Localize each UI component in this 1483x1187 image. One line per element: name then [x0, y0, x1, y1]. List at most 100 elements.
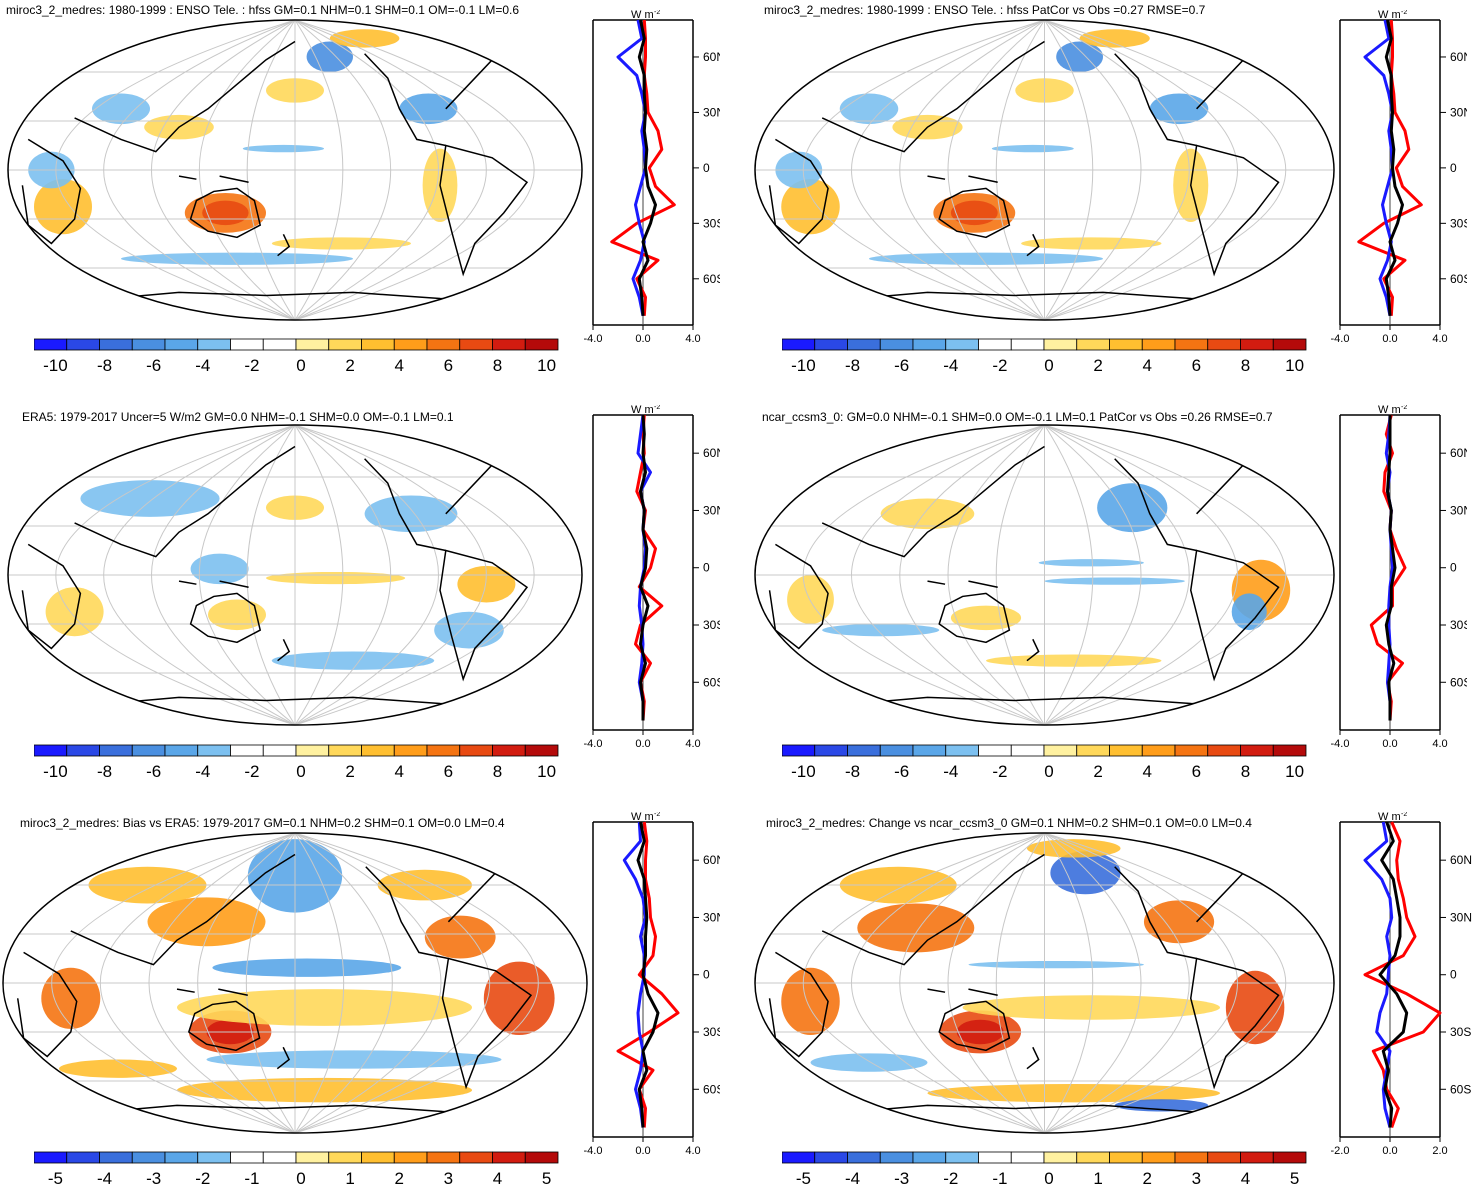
colorbar-swatch: [492, 1151, 526, 1164]
colorbar-tick-label: 2: [1093, 356, 1102, 375]
longitude-gridline: [294, 425, 439, 725]
colorbar-swatch: [814, 744, 848, 757]
map-border: [754, 19, 1335, 321]
anomaly-region: [1021, 237, 1162, 250]
colorbar-swatch: [1141, 744, 1176, 757]
colorbar-swatch: [978, 744, 1012, 757]
colorbar-swatch: [99, 338, 133, 351]
colorbar: -10 -8 -6 -4 -2 0 2 4 6 8 10: [34, 744, 559, 781]
coastline: [219, 175, 249, 183]
zonal-unit-exponent: -2: [654, 405, 660, 411]
anomaly-region: [212, 958, 402, 977]
colorbar-tick-label: -3: [894, 1169, 909, 1187]
anomaly-region: [45, 587, 104, 637]
zonal-lat-label: 30N: [703, 105, 720, 119]
longitude-gridline: [294, 20, 391, 320]
anomaly-region: [880, 498, 975, 530]
zonal-black-line: [636, 821, 660, 1128]
coastline: [74, 40, 296, 153]
coastline: [968, 175, 998, 183]
zonal-unit-exponent: -2: [1401, 405, 1407, 411]
colorbar-tick-label: -1: [244, 1169, 259, 1187]
colorbar-swatch: [262, 1151, 297, 1164]
colorbar-swatch: [426, 1151, 461, 1164]
colorbar-tick-label: 4: [1143, 762, 1152, 781]
colorbar-swatch: [978, 1151, 1012, 1164]
colorbar-swatch: [782, 338, 816, 351]
longitude-gridline: [1044, 20, 1094, 320]
zonal-x-label: 4.0: [685, 1145, 700, 1157]
coastline: [364, 53, 446, 147]
colorbar-swatch: [1272, 338, 1307, 351]
colorbar-tick-label: 6: [444, 356, 453, 375]
colorbar-tick-label: 8: [1241, 762, 1250, 781]
colorbar-tick-label: 4: [493, 1169, 502, 1187]
colorbar-swatch: [393, 1151, 428, 1164]
zonal-black-line: [1378, 821, 1409, 1128]
colorbar-swatch: [879, 338, 914, 351]
zonal-unit-label: W m: [1378, 812, 1401, 823]
anomaly-region: [92, 93, 150, 125]
colorbar-swatch: [1174, 338, 1209, 351]
longitude-gridline: [995, 20, 1045, 320]
longitude-gridline: [294, 425, 487, 725]
colorbar-swatch: [1076, 744, 1110, 757]
colorbar-tick-label: 3: [1192, 1169, 1201, 1187]
longitude-gridline: [1044, 20, 1287, 320]
map-border: [7, 19, 583, 321]
colorbar-swatch: [814, 338, 848, 351]
coastline: [189, 592, 262, 644]
zonal-mean-plot: W m-2 60N 30N 0 30S 60S -4.0 0.0 4.0: [1331, 405, 1467, 750]
colorbar-swatch: [1010, 338, 1045, 351]
longitude-gridline: [294, 425, 391, 725]
coastline: [1114, 458, 1197, 552]
longitude-gridline: [294, 833, 442, 1133]
longitude-gridline: [103, 20, 296, 320]
longitude-gridline: [199, 425, 296, 725]
colorbar-tick-label: 2: [1093, 762, 1102, 781]
longitude-gridline: [294, 425, 344, 725]
zonal-unit-exponent: -2: [654, 10, 660, 16]
longitude-gridline: [148, 833, 296, 1133]
colorbar-tick-label: -4: [195, 356, 210, 375]
anomaly-region: [242, 144, 324, 153]
colorbar-tick-label: 10: [1285, 762, 1304, 781]
colorbar-swatch: [1076, 338, 1110, 351]
colorbar-swatch: [164, 744, 199, 757]
colorbar-swatch: [262, 338, 297, 351]
colorbar-swatch: [295, 744, 330, 757]
colorbar-swatch: [426, 338, 461, 351]
zonal-mean-plot: W m-2 60N 30N 0 30S 60S -4.0 0.0 4.0: [584, 405, 720, 750]
colorbar-swatch: [524, 1151, 559, 1164]
zonal-lat-label: 30N: [1450, 105, 1467, 119]
anomaly-region: [950, 200, 998, 226]
map-field: [8, 20, 582, 320]
zonal-x-label: -4.0: [584, 333, 603, 345]
zonal-red-line: [1363, 821, 1442, 1128]
colorbar-tick-label: -10: [43, 762, 68, 781]
colorbar-tick-label: -5: [48, 1169, 63, 1187]
map-field: [3, 833, 587, 1133]
anomaly-region: [206, 1050, 502, 1069]
colorbar-tick-label: -4: [943, 762, 958, 781]
colorbar-tick-label: -10: [791, 762, 816, 781]
colorbar-tick-label: -10: [43, 356, 68, 375]
colorbar-swatch: [34, 744, 68, 757]
longitude-gridline: [899, 425, 1045, 725]
zonal-unit-exponent: -2: [654, 812, 660, 818]
zonal-red-line: [1357, 19, 1423, 316]
zonal-lat-label: 60S: [703, 675, 720, 689]
coastline: [927, 988, 946, 993]
anomaly-region: [1231, 593, 1267, 631]
zonal-red-line: [610, 19, 676, 316]
zonal-x-label: 4.0: [1432, 333, 1447, 345]
colorbar: -10 -8 -6 -4 -2 0 2 4 6 8 10: [34, 338, 559, 375]
coastline: [439, 144, 529, 277]
colorbar-swatch: [1109, 338, 1143, 351]
colorbar-tick-label: 2: [395, 1169, 404, 1187]
anomaly-region: [1056, 41, 1103, 73]
colorbar-swatch: [1109, 744, 1143, 757]
colorbar-swatch: [879, 1151, 914, 1164]
zonal-red-line: [634, 414, 664, 721]
anomaly-region: [399, 93, 458, 125]
